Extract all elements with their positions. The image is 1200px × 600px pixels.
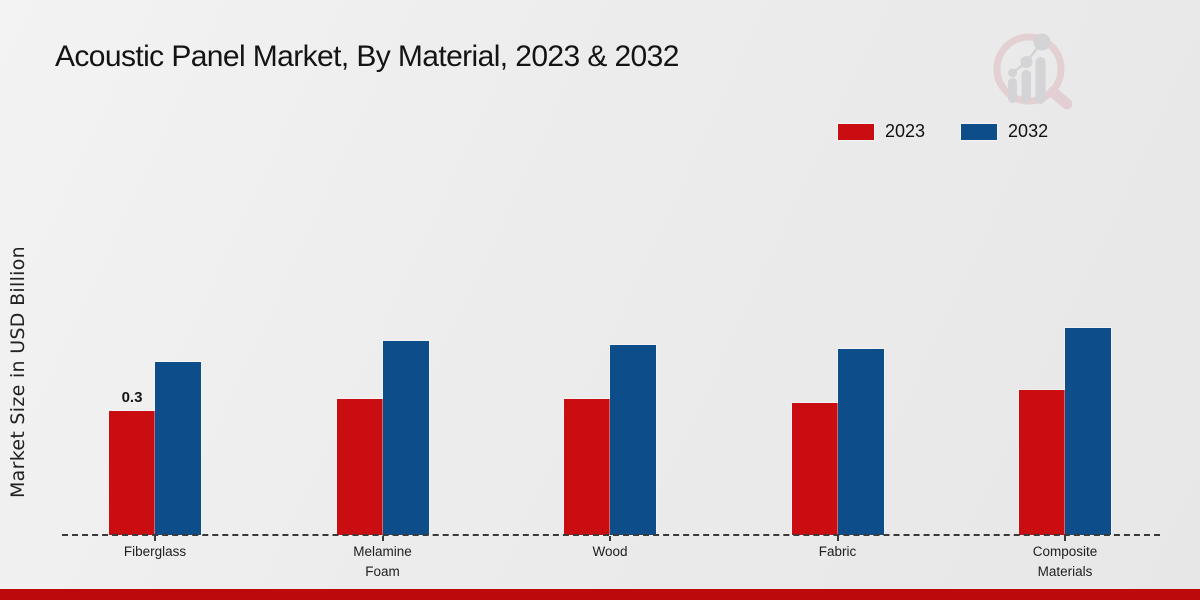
bar-2032-melamine-foam — [382, 341, 429, 535]
legend: 2023 2032 — [838, 121, 1048, 142]
bar-2023-fabric — [791, 403, 838, 535]
y-axis-label: Market Size in USD Billion — [7, 246, 29, 499]
x-category-label: Fabric — [818, 544, 857, 559]
bar-2023-fiberglass — [109, 411, 155, 535]
bar-2023-composite-materials — [1019, 390, 1065, 535]
magnifier-bar-chart-logo — [993, 33, 1073, 110]
legend-swatch-2032 — [961, 123, 998, 140]
x-axis-tick — [154, 536, 156, 541]
x-axis-tick — [609, 536, 611, 541]
x-category-label: Melamine Foam — [353, 544, 412, 579]
x-axis-tick — [836, 536, 839, 541]
legend-label: 2023 — [885, 121, 926, 141]
bar-2023-melamine-foam — [336, 399, 383, 535]
x-axis-tick — [381, 536, 384, 541]
chart-title: Acoustic Panel Market, By Material, 2023… — [55, 40, 679, 73]
x-axis-baseline — [62, 534, 1160, 536]
x-axis-tick — [1064, 536, 1066, 541]
x-category-label: Wood — [592, 544, 628, 559]
legend-item-2032: 2032 — [961, 121, 1048, 142]
bar-2032-wood — [610, 345, 656, 535]
bar-2023-wood — [564, 399, 610, 535]
footer-bar — [0, 589, 1200, 600]
bar-2032-fabric — [837, 349, 884, 535]
x-category-label: Composite Materials — [1032, 544, 1098, 579]
bar-2032-composite-materials — [1065, 328, 1111, 535]
bar-value-label: 0.3 — [121, 389, 143, 406]
bar-2032-fiberglass — [155, 362, 201, 535]
legend-label: 2032 — [1008, 121, 1049, 141]
legend-swatch-2023 — [838, 123, 874, 140]
legend-item-2023: 2023 — [838, 121, 925, 142]
x-category-label: Fiberglass — [123, 544, 187, 559]
